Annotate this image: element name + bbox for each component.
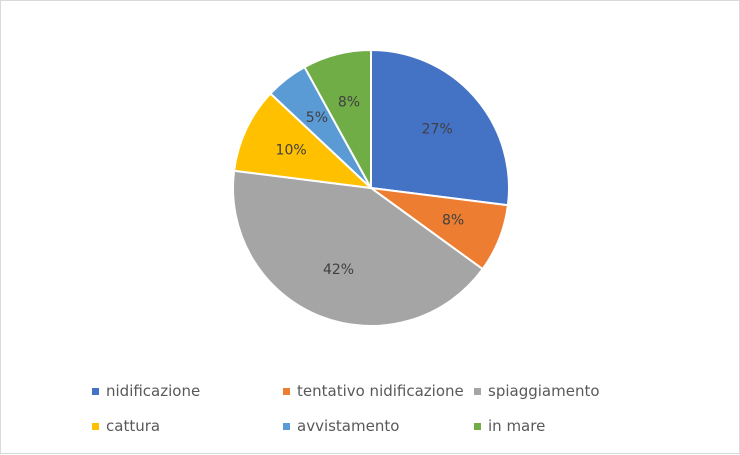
pie-slice-nidificazione — [370, 48, 510, 207]
data-label-cattura: 10% — [276, 142, 307, 158]
data-label-nidificazione: 27% — [422, 122, 453, 138]
data-label-in-mare: 8% — [338, 95, 360, 111]
data-label-tentativo-nidificazione: 8% — [442, 213, 464, 229]
pie-slice-in-mare — [303, 48, 372, 189]
data-label-avvistamento: 5% — [306, 110, 328, 126]
data-label-spiaggiamento: 42% — [323, 262, 354, 278]
pie-slice-spiaggiamento — [232, 169, 485, 327]
pie-slice-cattura — [232, 92, 374, 190]
